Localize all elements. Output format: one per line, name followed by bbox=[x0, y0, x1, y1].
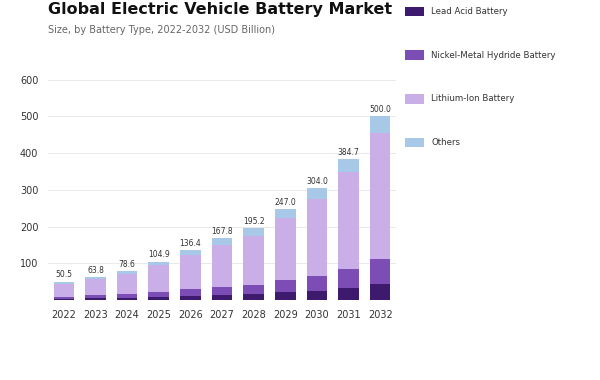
Text: 167.8: 167.8 bbox=[211, 227, 233, 236]
Bar bbox=[338, 172, 359, 269]
Bar bbox=[307, 199, 327, 276]
Bar bbox=[53, 296, 74, 299]
Bar bbox=[148, 297, 169, 300]
Bar bbox=[275, 293, 296, 300]
Bar bbox=[85, 298, 106, 300]
Bar bbox=[117, 294, 137, 298]
Text: Global Electric Vehicle Battery Market: Global Electric Vehicle Battery Market bbox=[48, 2, 392, 17]
Text: Nickel-Metal Hydride Battery: Nickel-Metal Hydride Battery bbox=[431, 51, 556, 60]
Text: The forecasted market: The forecasted market bbox=[240, 326, 343, 336]
Bar bbox=[53, 299, 74, 300]
Text: 63.8: 63.8 bbox=[87, 266, 104, 274]
Text: Lithium-Ion Battery: Lithium-Ion Battery bbox=[431, 94, 515, 103]
Text: Lead Acid Battery: Lead Acid Battery bbox=[431, 7, 508, 16]
Bar bbox=[53, 284, 74, 296]
Bar bbox=[180, 296, 200, 300]
Bar bbox=[212, 287, 232, 295]
Bar bbox=[370, 284, 391, 300]
Bar bbox=[244, 236, 264, 285]
Bar bbox=[180, 289, 200, 296]
Bar bbox=[275, 218, 296, 280]
Text: $500B: $500B bbox=[366, 332, 450, 356]
Text: at the CAGR of:: at the CAGR of: bbox=[6, 355, 76, 364]
Bar bbox=[85, 295, 106, 298]
Text: Ⓜ market.us: Ⓜ market.us bbox=[489, 325, 570, 337]
Text: Size, by Battery Type, 2022-2032 (USD Billion): Size, by Battery Type, 2022-2032 (USD Bi… bbox=[48, 25, 275, 35]
Bar bbox=[244, 285, 264, 294]
Bar bbox=[148, 266, 169, 292]
Text: ONE STOP SHOP FOR THE REPORTS: ONE STOP SHOP FOR THE REPORTS bbox=[491, 357, 577, 362]
Bar bbox=[275, 209, 296, 218]
Bar bbox=[180, 250, 200, 255]
Bar bbox=[85, 279, 106, 295]
Bar bbox=[370, 116, 391, 133]
Bar bbox=[244, 294, 264, 300]
Text: 78.6: 78.6 bbox=[119, 260, 136, 269]
Bar bbox=[212, 295, 232, 300]
Bar bbox=[212, 239, 232, 245]
Bar bbox=[148, 292, 169, 297]
Text: 247.0: 247.0 bbox=[274, 198, 296, 207]
Bar bbox=[85, 277, 106, 279]
Text: 195.2: 195.2 bbox=[243, 217, 265, 226]
Bar bbox=[307, 291, 327, 300]
Bar bbox=[370, 260, 391, 284]
Bar bbox=[338, 288, 359, 300]
Text: 304.0: 304.0 bbox=[306, 177, 328, 186]
Bar bbox=[307, 276, 327, 291]
Text: Others: Others bbox=[431, 138, 460, 147]
Text: 104.9: 104.9 bbox=[148, 250, 170, 260]
Bar bbox=[117, 274, 137, 294]
Bar bbox=[275, 280, 296, 293]
Bar bbox=[212, 245, 232, 287]
Text: 26.5%: 26.5% bbox=[126, 332, 208, 356]
Bar bbox=[338, 159, 359, 172]
Text: 384.7: 384.7 bbox=[338, 147, 359, 157]
Bar bbox=[53, 282, 74, 284]
Text: 136.4: 136.4 bbox=[179, 239, 201, 248]
Bar bbox=[244, 228, 264, 236]
Text: size for 2032 in USD:: size for 2032 in USD: bbox=[240, 355, 335, 364]
Bar bbox=[370, 133, 391, 260]
Text: 50.5: 50.5 bbox=[55, 271, 73, 279]
Bar bbox=[148, 261, 169, 266]
Bar bbox=[338, 269, 359, 288]
Text: he Market will Grow: he Market will Grow bbox=[6, 326, 96, 336]
Bar bbox=[307, 188, 327, 199]
Bar bbox=[180, 255, 200, 289]
Bar bbox=[117, 271, 137, 274]
Text: 500.0: 500.0 bbox=[369, 105, 391, 114]
Bar bbox=[117, 298, 137, 300]
